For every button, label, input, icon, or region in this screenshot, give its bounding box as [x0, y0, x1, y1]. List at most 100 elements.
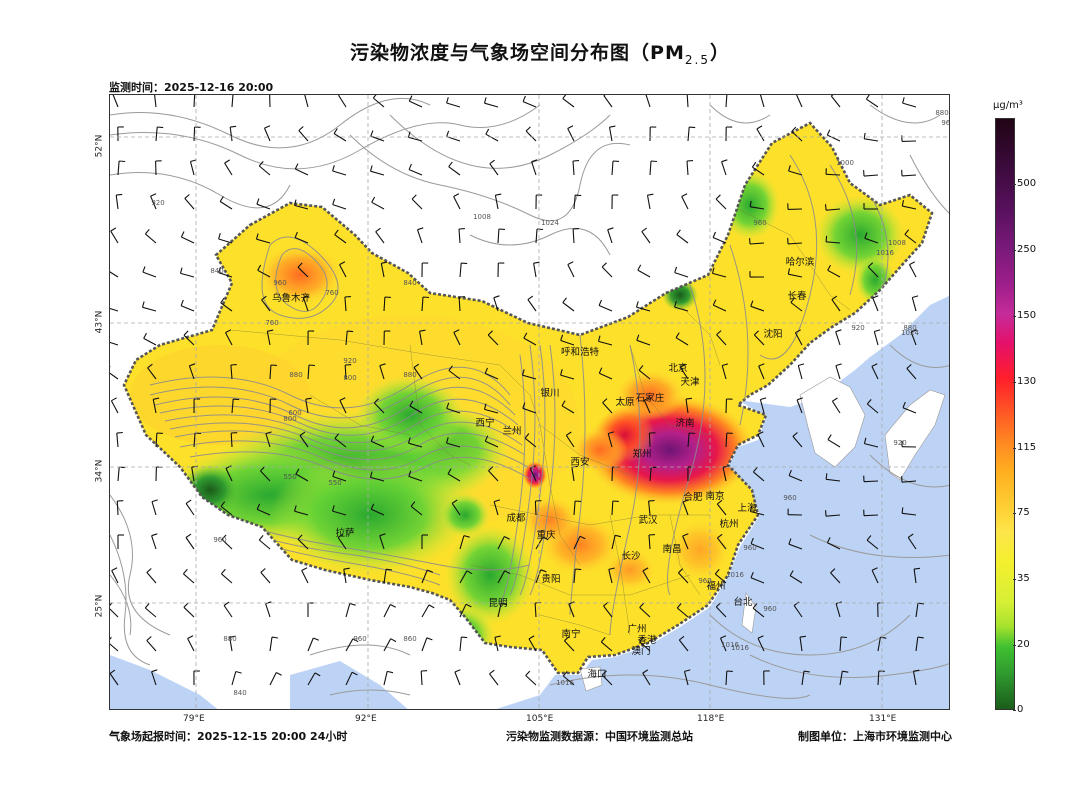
wind-barb: [679, 363, 689, 380]
wind-barb: [759, 397, 767, 414]
wind-barb: [607, 431, 615, 448]
wind-barb: [383, 568, 393, 584]
wind-barb: [642, 669, 651, 686]
wind-barb: [298, 126, 309, 142]
city-label: 沈阳: [763, 328, 782, 340]
wind-barb: [864, 232, 879, 244]
wind-barb: [110, 636, 119, 652]
wind-barb: [497, 570, 511, 584]
wind-barb: [750, 571, 765, 584]
colorbar-tick-500: 500: [1012, 178, 1037, 189]
wind-barb: [560, 334, 575, 346]
wind-barb: [373, 398, 385, 414]
colorbar-tick-35: 35: [1013, 573, 1030, 584]
wind-barb: [151, 499, 158, 516]
colorbar: [995, 118, 1015, 710]
wind-barb: [911, 295, 919, 312]
contour-label: 920: [851, 324, 864, 332]
wind-barb: [790, 297, 803, 312]
wind-barb: [824, 204, 841, 211]
contour-label: 1008: [473, 213, 491, 221]
wind-barb: [497, 228, 505, 244]
contour-label: 960: [743, 544, 756, 552]
wind-barb: [331, 505, 347, 516]
wind-barb: [337, 533, 347, 550]
wind-barb: [297, 534, 309, 550]
wind-barb: [839, 636, 848, 652]
city-label: 上海: [737, 502, 757, 514]
wind-barb: [637, 264, 651, 278]
wind-barb: [413, 363, 423, 380]
wind-barb: [410, 501, 423, 516]
wind-barb: [681, 193, 689, 210]
wind-barb: [830, 568, 841, 584]
wind-barb: [719, 635, 727, 652]
wind-barb: [909, 261, 917, 278]
wind-barb: [721, 159, 728, 176]
city-label: 南京: [705, 490, 724, 502]
pressure-contours-inland: [149, 154, 889, 636]
wind-barb: [143, 332, 157, 346]
contour-label: 840: [403, 279, 416, 287]
contour-label: 960: [763, 605, 776, 613]
wind-barb: [380, 261, 388, 278]
wind-barb: [712, 299, 727, 312]
wind-barb: [725, 126, 733, 142]
wind-barb: [421, 604, 435, 618]
wind-barb: [907, 533, 917, 550]
city-label: 贵阳: [541, 573, 560, 585]
wind-barb: [307, 672, 321, 686]
pressure-contours-outer: [110, 97, 949, 699]
wind-barb: [639, 602, 651, 618]
wind-barb: [863, 132, 879, 142]
contour-label: 960: [213, 536, 226, 544]
wind-barb: [494, 193, 502, 210]
wind-barb: [110, 341, 119, 346]
wind-barb: [447, 468, 461, 482]
wind-barb: [260, 466, 271, 482]
lon-tick-118: 118°E: [697, 714, 725, 724]
wind-barb: [648, 534, 656, 550]
wind-barb: [525, 126, 537, 142]
city-label: 西宁: [475, 417, 494, 429]
wind-barb: [565, 431, 575, 448]
wind-barb: [825, 473, 841, 482]
wind-barb: [839, 670, 849, 686]
city-label: 太原: [615, 396, 634, 408]
wind-barb: [332, 198, 347, 210]
wind-barb: [611, 534, 622, 550]
wind-barb: [750, 300, 765, 312]
colorbar-tick-115: 115: [1012, 442, 1037, 453]
wind-barb: [332, 165, 347, 176]
wind-barb: [117, 466, 126, 482]
wind-barb: [269, 636, 278, 652]
city-label: 北京: [668, 362, 687, 374]
wind-barb: [193, 126, 201, 142]
wind-barb: [598, 367, 613, 380]
wind-barb: [458, 296, 466, 312]
wind-barb: [332, 470, 347, 482]
wind-barb: [383, 604, 396, 618]
lat-tick-34: 34°N: [94, 459, 105, 483]
wind-barb: [649, 126, 657, 142]
wind-barb: [185, 499, 195, 516]
contour-label: 760: [265, 319, 278, 327]
wind-barb: [454, 669, 461, 686]
wind-barb: [110, 669, 119, 686]
wind-barb: [608, 125, 616, 142]
wind-barb: [648, 432, 656, 448]
wind-barb: [533, 261, 540, 278]
wind-barb: [301, 567, 309, 584]
wind-barb: [901, 200, 917, 210]
wind-barb: [789, 570, 803, 584]
wind-barb: [756, 125, 765, 142]
wind-barb: [446, 437, 461, 448]
wind-barb: [749, 238, 765, 245]
wind-barb: [904, 229, 917, 244]
wind-barb: [562, 297, 575, 312]
wind-barb: [146, 636, 157, 652]
contour-label: 960: [353, 635, 366, 643]
contour-label: 1008: [888, 239, 906, 247]
wind-barb: [260, 568, 271, 584]
